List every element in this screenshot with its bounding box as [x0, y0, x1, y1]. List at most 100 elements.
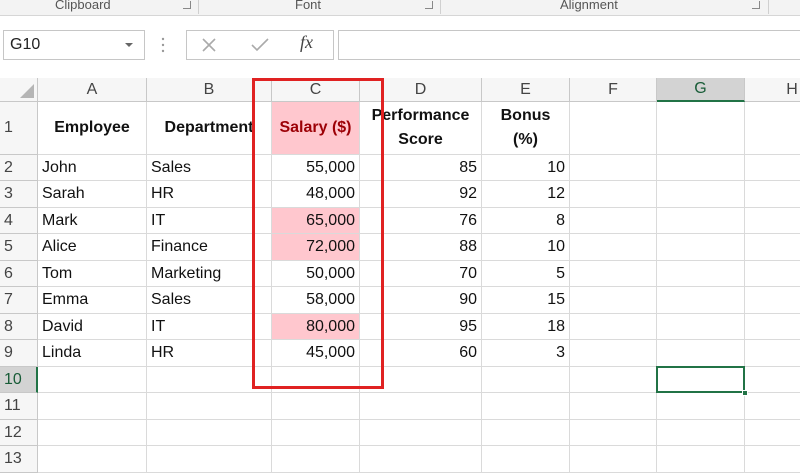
column-header[interactable]: H	[745, 78, 800, 102]
header-cell[interactable]: Department	[147, 102, 272, 155]
formula-input[interactable]	[338, 30, 800, 60]
data-cell[interactable]: Tom	[38, 261, 147, 287]
cell[interactable]	[272, 393, 360, 420]
cell[interactable]	[745, 234, 800, 261]
data-cell[interactable]: Sales	[147, 155, 272, 181]
data-cell[interactable]: IT	[147, 208, 272, 234]
cell[interactable]	[570, 208, 657, 234]
data-cell[interactable]: 10	[482, 155, 570, 181]
data-cell[interactable]: 76	[360, 208, 482, 234]
cell[interactable]	[482, 367, 570, 393]
row-header[interactable]: 3	[0, 181, 38, 208]
data-cell[interactable]: 48,000	[272, 181, 360, 208]
cell[interactable]	[745, 367, 800, 393]
dialog-launcher[interactable]	[752, 1, 760, 9]
data-cell[interactable]: 58,000	[272, 287, 360, 314]
data-cell[interactable]: 50,000	[272, 261, 360, 287]
cell[interactable]	[570, 102, 657, 155]
row-header[interactable]: 10	[0, 367, 38, 393]
data-cell[interactable]: 12	[482, 181, 570, 208]
data-cell[interactable]: Sarah	[38, 181, 147, 208]
cell[interactable]	[570, 234, 657, 261]
row-header[interactable]: 2	[0, 155, 38, 181]
data-cell[interactable]: 90	[360, 287, 482, 314]
data-cell[interactable]: 88	[360, 234, 482, 261]
data-cell[interactable]: Sales	[147, 287, 272, 314]
row-header[interactable]: 7	[0, 287, 38, 314]
data-cell[interactable]: 3	[482, 340, 570, 367]
cell[interactable]	[657, 340, 745, 367]
column-header[interactable]: B	[147, 78, 272, 102]
cell[interactable]	[38, 393, 147, 420]
row-header[interactable]: 8	[0, 314, 38, 340]
column-header[interactable]: C	[272, 78, 360, 102]
data-cell[interactable]: IT	[147, 314, 272, 340]
cell[interactable]	[272, 367, 360, 393]
cell[interactable]	[360, 393, 482, 420]
column-header[interactable]: G	[657, 78, 745, 102]
data-cell[interactable]: 70	[360, 261, 482, 287]
data-cell[interactable]: Linda	[38, 340, 147, 367]
data-cell[interactable]: David	[38, 314, 147, 340]
row-header[interactable]: 1	[0, 102, 38, 155]
cell[interactable]	[745, 208, 800, 234]
cell[interactable]	[570, 181, 657, 208]
cell[interactable]	[147, 367, 272, 393]
row-header[interactable]: 9	[0, 340, 38, 367]
cell[interactable]	[657, 181, 745, 208]
column-header[interactable]: F	[570, 78, 657, 102]
enter-icon[interactable]	[250, 37, 270, 53]
cell[interactable]	[147, 420, 272, 446]
data-cell[interactable]: 92	[360, 181, 482, 208]
fill-handle[interactable]	[742, 390, 748, 396]
cell[interactable]	[745, 155, 800, 181]
cell[interactable]	[147, 393, 272, 420]
cell[interactable]	[657, 261, 745, 287]
cell[interactable]	[657, 102, 745, 155]
data-cell[interactable]: 85	[360, 155, 482, 181]
data-cell[interactable]: HR	[147, 340, 272, 367]
column-header[interactable]: A	[38, 78, 147, 102]
data-cell[interactable]: 95	[360, 314, 482, 340]
row-header[interactable]: 5	[0, 234, 38, 261]
cell[interactable]	[570, 420, 657, 446]
data-cell[interactable]: 60	[360, 340, 482, 367]
row-header[interactable]: 4	[0, 208, 38, 234]
data-cell[interactable]: Mark	[38, 208, 147, 234]
data-cell[interactable]: 45,000	[272, 340, 360, 367]
cell[interactable]	[745, 102, 800, 155]
header-cell[interactable]: Salary ($)	[272, 102, 360, 155]
cell[interactable]	[272, 420, 360, 446]
row-header[interactable]: 6	[0, 261, 38, 287]
cell[interactable]	[570, 261, 657, 287]
column-header[interactable]: D	[360, 78, 482, 102]
cell[interactable]	[38, 367, 147, 393]
cancel-icon[interactable]	[200, 37, 218, 53]
cell[interactable]	[745, 340, 800, 367]
dropdown-caret[interactable]	[124, 41, 134, 49]
cell[interactable]	[745, 314, 800, 340]
dialog-launcher[interactable]	[183, 1, 191, 9]
function-icon[interactable]: fx	[300, 32, 313, 52]
data-cell[interactable]: Marketing	[147, 261, 272, 287]
cell[interactable]	[657, 393, 745, 420]
data-cell[interactable]: HR	[147, 181, 272, 208]
cell[interactable]	[360, 367, 482, 393]
cell[interactable]	[657, 155, 745, 181]
cell[interactable]	[482, 420, 570, 446]
data-cell[interactable]: 55,000	[272, 155, 360, 181]
cell[interactable]	[482, 393, 570, 420]
cell[interactable]	[657, 420, 745, 446]
cell[interactable]	[745, 181, 800, 208]
cell[interactable]	[570, 393, 657, 420]
data-cell[interactable]: 72,000	[272, 234, 360, 261]
data-cell[interactable]: 65,000	[272, 208, 360, 234]
data-cell[interactable]: 5	[482, 261, 570, 287]
dialog-launcher[interactable]	[425, 1, 433, 9]
column-header[interactable]: E	[482, 78, 570, 102]
cell[interactable]	[657, 287, 745, 314]
row-header[interactable]: 12	[0, 420, 38, 446]
row-header[interactable]: 11	[0, 393, 38, 420]
cell[interactable]	[745, 420, 800, 446]
cell[interactable]	[360, 420, 482, 446]
